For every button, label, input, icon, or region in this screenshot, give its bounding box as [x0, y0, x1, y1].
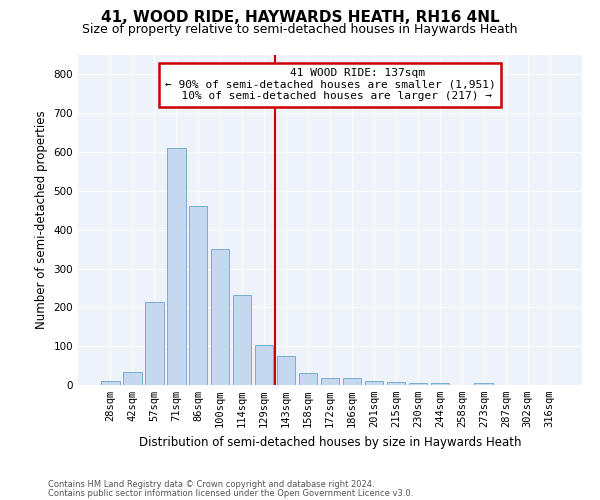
- Bar: [299, 374, 317, 385]
- Bar: [123, 372, 142, 385]
- Y-axis label: Number of semi-detached properties: Number of semi-detached properties: [35, 110, 48, 330]
- Bar: [386, 382, 405, 385]
- Text: Size of property relative to semi-detached houses in Haywards Heath: Size of property relative to semi-detach…: [82, 22, 518, 36]
- Bar: [167, 148, 185, 385]
- Bar: [320, 378, 340, 385]
- Bar: [101, 381, 119, 385]
- Bar: [145, 302, 164, 385]
- Bar: [255, 345, 274, 385]
- Bar: [475, 382, 493, 385]
- Bar: [431, 384, 449, 385]
- Text: 41 WOOD RIDE: 137sqm
← 90% of semi-detached houses are smaller (1,951)
  10% of : 41 WOOD RIDE: 137sqm ← 90% of semi-detac…: [164, 68, 496, 102]
- Bar: [277, 356, 295, 385]
- Bar: [409, 383, 427, 385]
- Bar: [211, 249, 229, 385]
- Text: 41, WOOD RIDE, HAYWARDS HEATH, RH16 4NL: 41, WOOD RIDE, HAYWARDS HEATH, RH16 4NL: [101, 10, 499, 25]
- Text: Contains public sector information licensed under the Open Government Licence v3: Contains public sector information licen…: [48, 489, 413, 498]
- Bar: [343, 378, 361, 385]
- Bar: [233, 294, 251, 385]
- Bar: [189, 206, 208, 385]
- X-axis label: Distribution of semi-detached houses by size in Haywards Heath: Distribution of semi-detached houses by …: [139, 436, 521, 448]
- Text: Contains HM Land Registry data © Crown copyright and database right 2024.: Contains HM Land Registry data © Crown c…: [48, 480, 374, 489]
- Bar: [365, 381, 383, 385]
